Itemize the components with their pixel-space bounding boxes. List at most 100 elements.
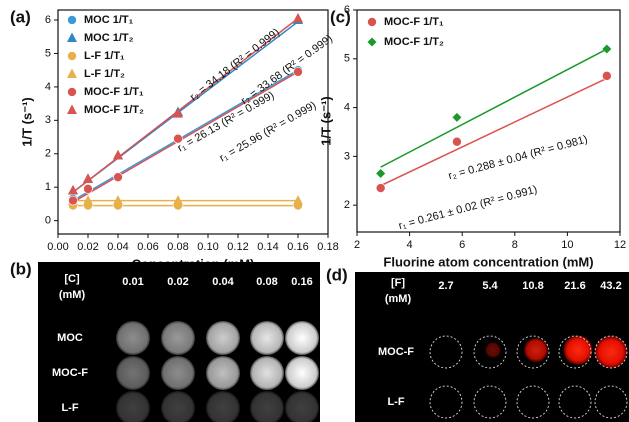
legend-label: L-F 1/T₂ — [84, 68, 125, 80]
sample-image — [285, 391, 319, 422]
data-point — [602, 44, 612, 54]
image-header: (mM) — [59, 289, 86, 301]
data-point — [83, 184, 93, 194]
fit-annotation: r₂ = 0.288 ± 0.04 (R² = 0.981) — [447, 134, 589, 183]
image-header: (mM) — [385, 293, 412, 305]
data-point — [68, 185, 78, 195]
x-axis-label: Fluorine atom concentration (mM) — [383, 254, 593, 269]
fit-line — [380, 48, 608, 168]
sample-image — [206, 321, 240, 355]
row-label: L-F — [61, 402, 78, 414]
sample-outline — [473, 385, 507, 419]
data-point — [452, 136, 462, 147]
legend-label: MOC-F 1/T₂ — [384, 36, 444, 48]
x-tick-label: 0.08 — [167, 241, 188, 253]
legend-label: L-F 1/T₁ — [84, 50, 125, 62]
row-label: MOC — [57, 332, 83, 344]
data-point — [113, 149, 123, 160]
sample-outline — [473, 335, 507, 369]
plot-frame — [356, 9, 621, 233]
data-point — [375, 183, 386, 193]
row-label: MOC-F — [378, 346, 414, 358]
data-point — [376, 168, 386, 178]
legend-marker — [67, 68, 77, 78]
sample-image — [285, 356, 319, 390]
x-tick-label: 0.02 — [77, 241, 98, 253]
x-tick-label: 0.18 — [317, 241, 338, 253]
column-label: 0.02 — [167, 276, 188, 288]
row-label: MOC-F — [52, 367, 88, 379]
legend-label: MOC 1/T₂ — [84, 32, 134, 44]
column-label: 5.4 — [482, 280, 498, 292]
legend-marker — [367, 17, 377, 27]
data-point — [293, 195, 303, 205]
sample-image — [250, 321, 284, 355]
sample-image — [285, 321, 319, 355]
panel-label: (d) — [326, 265, 348, 284]
y-tick-label: 4 — [45, 81, 51, 93]
y-tick-label: 3 — [344, 150, 350, 162]
sample-image — [595, 336, 627, 368]
y-tick-label: 6 — [344, 4, 350, 16]
legend-marker — [67, 51, 77, 61]
y-tick-label: 3 — [45, 114, 51, 126]
legend-marker — [67, 32, 77, 42]
sample-outline — [558, 385, 592, 419]
sample-image — [524, 338, 548, 362]
x-tick-label: 0.10 — [197, 241, 218, 253]
data-point — [113, 195, 123, 205]
legend-marker — [67, 104, 77, 114]
data-point — [173, 108, 183, 118]
sample-outline — [429, 335, 463, 369]
legend-label: MOC-F 1/T₁ — [84, 86, 144, 98]
data-point — [68, 195, 78, 206]
y-tick-label: 0 — [45, 215, 51, 227]
column-label: 0.16 — [291, 276, 312, 288]
image-header: [C] — [64, 273, 80, 285]
legend-marker — [67, 87, 77, 97]
x-tick-label: 8 — [512, 239, 518, 251]
image-header: [F] — [391, 277, 405, 289]
data-point — [83, 173, 93, 183]
legend-label: MOC-F 1/T₁ — [384, 16, 444, 28]
sample-outline — [594, 335, 628, 369]
y-tick-label: 2 — [45, 148, 51, 160]
panel-label: (c) — [330, 7, 351, 26]
fit-annotation: r₁ = 0.261 ± 0.02 (R² = 0.991) — [397, 184, 538, 233]
plot-frame — [57, 9, 329, 235]
fit-line — [72, 69, 299, 202]
y-tick-label: 4 — [344, 101, 350, 113]
x-tick-label: 0.16 — [287, 241, 308, 253]
sample-image — [250, 391, 284, 422]
y-tick-label: 5 — [344, 53, 350, 65]
sample-outline — [516, 335, 550, 369]
y-tick-label: 5 — [45, 47, 51, 59]
y-tick-label: 6 — [45, 14, 51, 26]
data-point — [452, 112, 462, 122]
sample-image — [485, 342, 501, 358]
legend-marker — [367, 37, 377, 47]
sample-image — [250, 356, 284, 390]
sample-image — [161, 391, 195, 422]
panel-label: (b) — [10, 259, 32, 278]
x-tick-label: 10 — [561, 239, 573, 251]
y-axis-label: 1/T (s⁻¹) — [19, 97, 34, 146]
column-label: 0.08 — [256, 276, 277, 288]
sample-image — [116, 356, 150, 390]
data-point — [173, 195, 183, 205]
x-tick-label: 4 — [407, 239, 413, 251]
data-point — [602, 71, 612, 81]
data-point — [83, 195, 93, 205]
sample-image — [206, 356, 240, 390]
column-label: 0.04 — [212, 276, 234, 288]
x-tick-label: 0.04 — [107, 241, 128, 253]
sample-image — [563, 335, 593, 365]
y-axis-label: 1/T (s⁻¹) — [318, 96, 333, 145]
sample-outline — [594, 385, 628, 419]
legend-marker — [67, 15, 77, 25]
sample-image — [206, 391, 240, 422]
row-label: L-F — [387, 396, 404, 408]
column-label: 10.8 — [522, 280, 543, 292]
x-tick-label: 2 — [354, 239, 360, 251]
